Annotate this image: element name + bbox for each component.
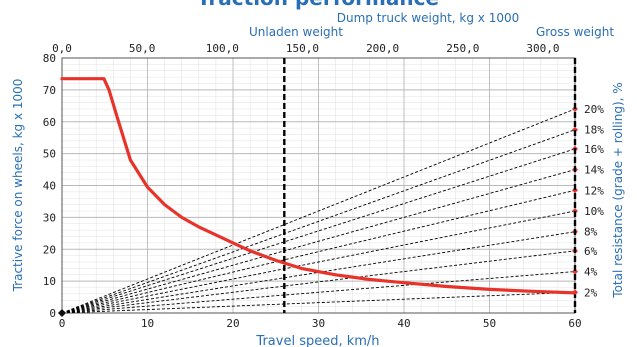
y-tick-label: 70 [43, 84, 56, 97]
resistance-label: 12% [584, 184, 604, 197]
resistance-line [61, 129, 576, 314]
resistance-marker [572, 126, 578, 133]
x-tick-label: 60 [568, 317, 581, 330]
x-axis-label: Travel speed, km/h [255, 334, 379, 347]
top-tick-label: 300,0 [526, 42, 559, 55]
y-tick-label: 40 [43, 180, 56, 193]
grid [61, 57, 576, 314]
top-tick-label: 0,0 [52, 42, 72, 55]
resistance-line [61, 169, 576, 314]
origin-marker [58, 309, 66, 317]
resistance-lines [58, 106, 578, 317]
x-tick-label: 50 [483, 317, 496, 330]
y-tick-label: 60 [43, 116, 56, 129]
top-tick-label: 50,0 [129, 42, 156, 55]
top-axis-label: Dump truck weight, kg x 1000 [337, 11, 520, 25]
x-tick-label: 0 [59, 317, 66, 330]
resistance-label: 2% [584, 286, 598, 299]
gross-weight-label: Gross weight [536, 25, 614, 39]
traction-curve-line [60, 77, 577, 295]
chart-title: Traction performance [197, 0, 439, 10]
x-tick-label: 20 [226, 317, 239, 330]
unladen-weight-label: Unladen weight [249, 25, 343, 39]
y-tick-label: 0 [49, 307, 56, 320]
resistance-line [61, 231, 576, 314]
resistance-line [61, 108, 576, 314]
axis-ticks: 0 10 20 30 40 50 60 0 10 20 30 40 50 60 70 800,0 50,0 100… [43, 42, 582, 330]
x-tick-label: 40 [397, 317, 410, 330]
y-tick-label: 50 [43, 148, 56, 161]
resistance-label: 20% [584, 103, 604, 116]
resistance-line [61, 189, 576, 314]
top-tick-label: 250,0 [446, 42, 479, 55]
resistance-label: 10% [584, 205, 604, 218]
resistance-line [61, 210, 576, 314]
top-tick-label: 150,0 [286, 42, 319, 55]
y-tick-label: 10 [43, 275, 56, 288]
resistance-label: 14% [584, 164, 604, 177]
resistance-labels: 2% 4% 6% 8% 10% 12% 14% 16% 18% 20% [584, 103, 604, 299]
y-tick-label: 80 [43, 52, 56, 65]
y-tick-label: 20 [43, 243, 56, 256]
y-axis-right-label: Total resistance (grade + rolling), % [611, 82, 625, 298]
y-axis-label: Tractive force on wheels, kg x 1000 [11, 79, 25, 293]
resistance-label: 6% [584, 245, 598, 258]
resistance-line [61, 271, 576, 314]
y-tick-label: 30 [43, 211, 56, 224]
top-tick-label: 200,0 [366, 42, 399, 55]
resistance-label: 18% [584, 124, 604, 137]
top-tick-label: 100,0 [206, 42, 239, 55]
resistance-label: 4% [584, 266, 598, 279]
reference-lines [283, 58, 577, 313]
resistance-label: 16% [584, 143, 604, 156]
resistance-line [61, 250, 576, 314]
x-tick-label: 30 [312, 317, 325, 330]
resistance-label: 8% [584, 226, 598, 239]
x-tick-label: 10 [141, 317, 154, 330]
traction-curve [60, 77, 577, 295]
resistance-marker [572, 268, 578, 275]
resistance-marker [572, 187, 578, 194]
resistance-line [61, 291, 576, 314]
